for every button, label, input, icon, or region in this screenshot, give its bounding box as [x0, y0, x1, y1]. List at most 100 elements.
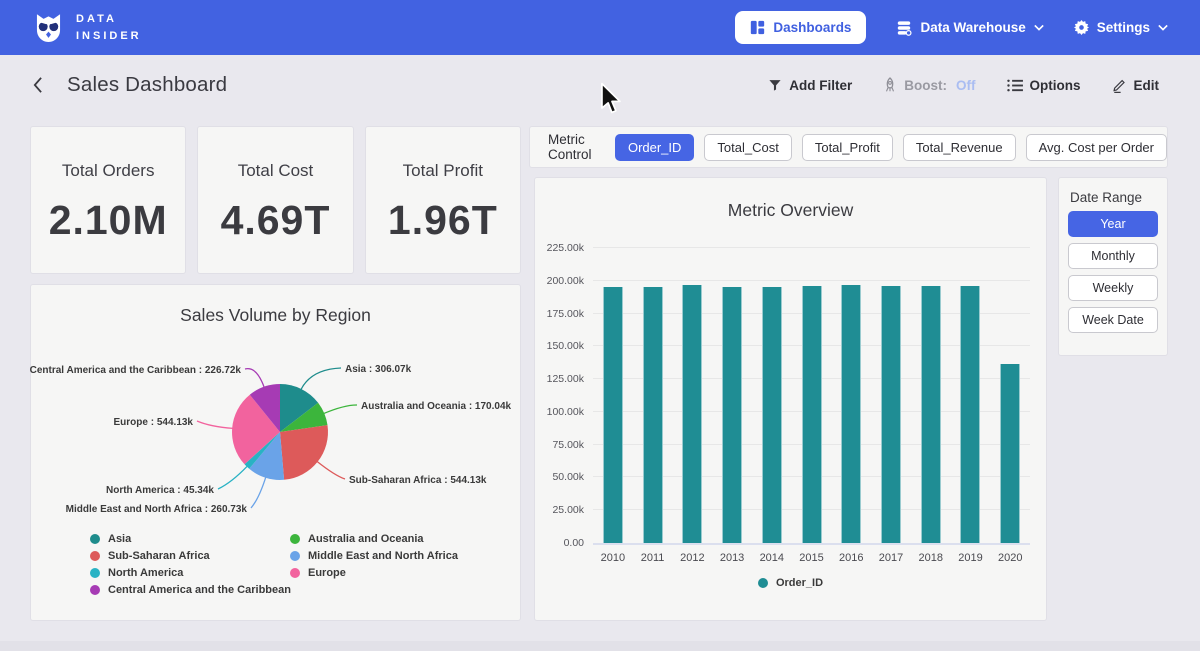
- pie-slice-north-america[interactable]: [244, 432, 281, 469]
- settings-menu[interactable]: Settings: [1073, 20, 1168, 35]
- page-header: Sales Dashboard Add Filter Boost: Off Op: [0, 55, 1200, 115]
- boost-toggle[interactable]: Boost: Off: [874, 77, 984, 93]
- bar-2019[interactable]: [960, 285, 981, 543]
- date-option-monthly[interactable]: Monthly: [1068, 243, 1158, 269]
- legend-dot: [90, 551, 100, 561]
- y-axis-tick: 125.00k: [546, 373, 584, 386]
- pie-slice-europe[interactable]: [232, 394, 280, 465]
- x-axis-label-2011: 2011: [640, 552, 665, 564]
- legend-label: Sub-Saharan Africa: [108, 550, 210, 562]
- date-option-week-date[interactable]: Week Date: [1068, 307, 1158, 333]
- x-axis-label-2015: 2015: [799, 552, 824, 564]
- legend-label: Central America and the Caribbean: [108, 584, 291, 596]
- gear-icon: [1073, 20, 1089, 35]
- date-option-weekly[interactable]: Weekly: [1068, 275, 1158, 301]
- legend-label: Order_ID: [775, 577, 824, 589]
- pie-slice-australia-and-oceania[interactable]: [280, 402, 328, 432]
- brand-name: DATA INSIDER: [76, 13, 142, 42]
- bar-2011[interactable]: [642, 286, 663, 543]
- gridline: [593, 247, 1030, 248]
- pie-slice-central-america-and-the-caribbean[interactable]: [249, 384, 280, 432]
- legend-dot: [290, 551, 300, 561]
- legend-item-asia[interactable]: Asia: [90, 533, 291, 545]
- bar-cell: [871, 248, 911, 543]
- horizontal-scrollbar[interactable]: [0, 641, 1200, 651]
- bar-cell: [951, 248, 991, 543]
- kpi-label: Total Cost: [237, 161, 314, 180]
- metric-option-total-profit[interactable]: Total_Profit: [801, 133, 893, 161]
- kpi-label: Total Profit: [402, 161, 483, 180]
- legend-label: Asia: [108, 533, 132, 545]
- kpi-card-total-cost: Total Cost 4.69T: [198, 127, 353, 273]
- legend-label: Australia and Oceania: [308, 533, 424, 545]
- y-axis-tick: 150.00k: [546, 340, 584, 353]
- metric-control-bar: Metric Control Order_ID Total_Cost Total_P…: [530, 127, 1167, 167]
- pie-annotation-middle-east-and-north-africa: Middle East and North Africa : 260.73k: [66, 504, 248, 515]
- bar-2013[interactable]: [722, 286, 743, 543]
- bar-2014[interactable]: [761, 286, 782, 543]
- bar-2012[interactable]: [682, 284, 703, 543]
- edit-button[interactable]: Edit: [1103, 78, 1169, 93]
- bar-cell: [672, 248, 712, 543]
- bar-chart-legend: Order_ID: [535, 577, 1046, 589]
- pie-slice-middle-east-and-north-africa[interactable]: [249, 432, 285, 480]
- bar-cell: [831, 248, 871, 543]
- x-axis-label-2016: 2016: [839, 552, 864, 564]
- rocket-icon: [886, 77, 895, 92]
- pie-label-line: [300, 367, 342, 391]
- pie-slice-sub-saharan-africa[interactable]: [280, 425, 328, 480]
- legend-dot: [90, 568, 100, 578]
- metric-control-label: Metric Control: [548, 132, 592, 162]
- page-title: Sales Dashboard: [67, 73, 228, 96]
- bar-2010[interactable]: [602, 286, 623, 543]
- pie-slice-asia[interactable]: [280, 384, 319, 432]
- options-button[interactable]: Options: [998, 78, 1090, 93]
- y-axis-tick: 100.00k: [546, 405, 584, 418]
- bar-2016[interactable]: [841, 285, 862, 543]
- data-warehouse-menu[interactable]: Data Warehouse: [896, 20, 1044, 36]
- x-axis-label-2013: 2013: [719, 552, 745, 564]
- bar-cell: [752, 248, 792, 543]
- legend-item-middle-east-and-north-africa[interactable]: Middle East and North Africa: [290, 550, 458, 562]
- legend-dot: [757, 578, 768, 588]
- chevron-down-icon: [1158, 24, 1168, 31]
- add-filter-button[interactable]: Add Filter: [759, 78, 861, 93]
- back-button[interactable]: [32, 76, 43, 94]
- bar-cell: [990, 248, 1030, 543]
- legend-item-order-id[interactable]: Order_ID: [757, 577, 824, 589]
- y-axis-tick: 50.00k: [552, 471, 584, 484]
- bar-2017[interactable]: [881, 286, 901, 543]
- legend-item-sub-saharan-africa[interactable]: Sub-Saharan Africa: [90, 550, 291, 562]
- legend-item-australia-and-oceania[interactable]: Australia and Oceania: [290, 533, 458, 545]
- y-axis-tick: 200.00k: [546, 274, 584, 287]
- metric-option-avg-cost-per-order[interactable]: Avg. Cost per Order: [1025, 133, 1167, 161]
- pie-label-line: [316, 460, 346, 480]
- pie-annotation-asia: Asia : 306.07k: [345, 364, 412, 375]
- legend-item-north-america[interactable]: North America: [90, 567, 291, 579]
- dashboards-button[interactable]: Dashboards: [735, 11, 867, 44]
- x-axis-label-2010: 2010: [600, 552, 626, 564]
- bar-2018[interactable]: [920, 286, 941, 543]
- mouse-cursor: [601, 82, 621, 114]
- database-icon: [898, 20, 913, 36]
- pie-label-line: [217, 465, 248, 490]
- metric-option-total-revenue[interactable]: Total_Revenue: [902, 133, 1016, 161]
- pencil-icon: [1112, 79, 1125, 93]
- date-option-year[interactable]: Year: [1068, 211, 1158, 237]
- bar-2020[interactable]: [1000, 364, 1021, 543]
- legend-item-central-america-and-the-caribbean[interactable]: Central America and the Caribbean: [90, 584, 291, 596]
- bar-2015[interactable]: [801, 286, 822, 543]
- y-axis-tick: 0.00: [563, 537, 584, 549]
- legend-item-europe[interactable]: Europe: [290, 567, 458, 579]
- gridline: [593, 279, 1030, 281]
- date-range-options: Year Monthly Weekly Week Date: [1068, 211, 1158, 333]
- legend-dot: [290, 568, 300, 578]
- kpi-card-total-profit: Total Profit 1.96T: [365, 127, 520, 273]
- x-axis-label-2019: 2019: [958, 552, 983, 564]
- metric-option-total-cost[interactable]: Total_Cost: [704, 133, 792, 161]
- bar-cell: [712, 248, 752, 543]
- metric-option-order-id[interactable]: Order_ID: [614, 133, 695, 161]
- edit-label: Edit: [1133, 77, 1160, 93]
- x-axis-label-2017: 2017: [878, 552, 904, 564]
- options-label: Options: [1029, 77, 1081, 93]
